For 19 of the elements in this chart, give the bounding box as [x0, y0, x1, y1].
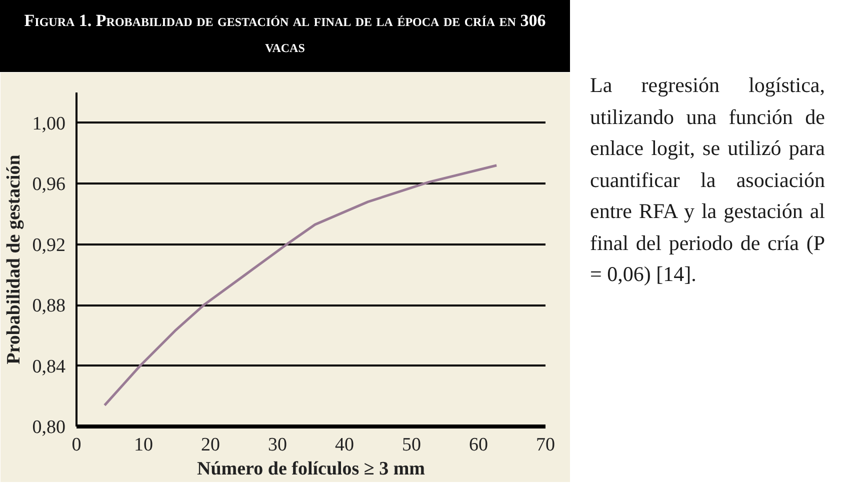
- chart-title: Figura 1. Probabilidad de gestación al final de la época de cría en 306 vacas: [23, 10, 547, 58]
- y-tick-label: 0,80: [32, 417, 66, 438]
- y-axis-title: Probabilidad de gestación: [3, 154, 24, 364]
- y-tick-label: 0,92: [32, 234, 66, 256]
- x-tick-label: 70: [536, 434, 555, 456]
- x-axis-title: Número de folículos ≥ 3 mm: [196, 458, 426, 480]
- y-tick-label: 0,84: [32, 356, 66, 378]
- x-tick-label: 60: [469, 434, 488, 456]
- y-tick-label: 1,00: [32, 113, 66, 134]
- x-tick-label: 10: [134, 434, 153, 456]
- x-tick-label: 40: [335, 434, 354, 456]
- line-series: [103, 164, 498, 406]
- text: La regresión logística, utilizando una función de enlace logit, se utilizó para cuantificar la asociación entre RFA y la gestación al final del periodo de cría (P = 0,06) [14].: [590, 72, 825, 288]
- y-tick-label: 0,88: [32, 296, 66, 317]
- x-tick-label: 0: [72, 434, 82, 456]
- x-tick-label: 50: [402, 434, 421, 456]
- x-tick-label: 30: [268, 434, 287, 456]
- y-tick-label: 0,96: [32, 174, 66, 196]
- x-tick-label: 20: [201, 434, 220, 456]
